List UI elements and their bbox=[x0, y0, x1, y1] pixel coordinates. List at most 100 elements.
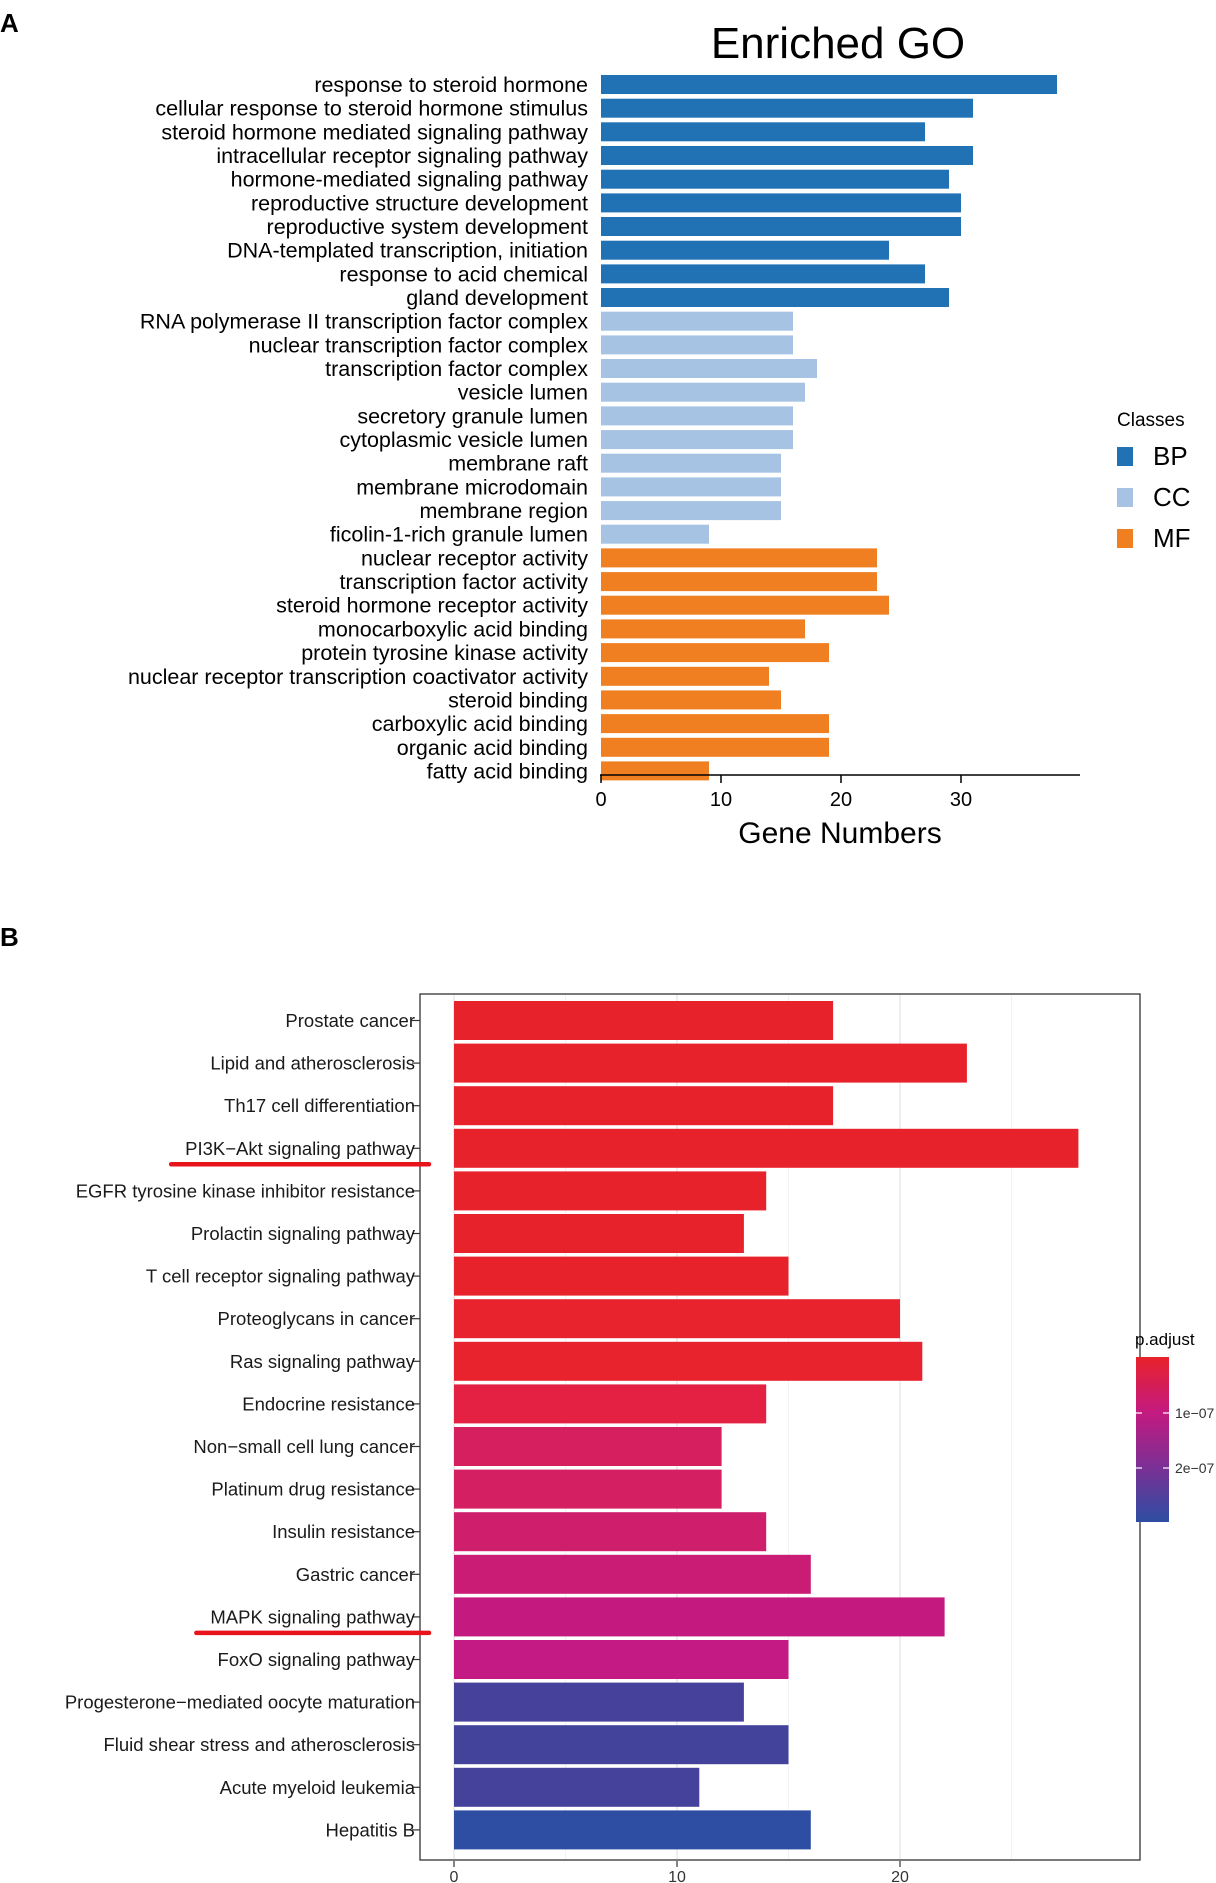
go-label-response-to-acid-chemical: response to acid chemical bbox=[339, 262, 588, 286]
go-label-transcription-factor-activity: transcription factor activity bbox=[339, 570, 588, 594]
kegg-x-tick-label: 20 bbox=[891, 1869, 909, 1883]
go-label-steroid-binding: steroid binding bbox=[448, 688, 588, 712]
go-label-reproductive-structure-development: reproductive structure development bbox=[251, 191, 588, 215]
go-label-response-to-steroid-hormone: response to steroid hormone bbox=[314, 73, 588, 97]
panel-b-label: B bbox=[0, 922, 19, 952]
go-label-nuclear-transcription-factor-complex: nuclear transcription factor complex bbox=[249, 333, 589, 357]
go-bar-nuclear-transcription-factor-complex bbox=[601, 335, 793, 355]
kegg-bar-fluid-shear-stress-and-atherosclerosis bbox=[454, 1725, 789, 1765]
legend-label-mf: MF bbox=[1153, 523, 1191, 553]
kegg-label-th17-cell-differentiation: Th17 cell differentiation bbox=[224, 1095, 415, 1116]
kegg-x-tick-label: 10 bbox=[668, 1869, 686, 1883]
kegg-bar-th17-cell-differentiation bbox=[454, 1086, 834, 1126]
go-label-reproductive-system-development: reproductive system development bbox=[267, 215, 588, 239]
go-bar-organic-acid-binding bbox=[601, 737, 829, 757]
colorbar-title: p.adjust bbox=[1135, 1330, 1195, 1349]
legend-swatch-bp bbox=[1117, 447, 1133, 466]
go-label-steroid-hormone-receptor-activity: steroid hormone receptor activity bbox=[276, 594, 588, 618]
go-label-ficolin-1-rich-granule-lumen: ficolin-1-rich granule lumen bbox=[330, 523, 588, 547]
kegg-colorbar: p.adjust 1e−07 2e−07 bbox=[1135, 1330, 1215, 1522]
go-bar-hormone-mediated-signaling-pathway bbox=[601, 169, 949, 189]
kegg-label-ras-signaling-pathway: Ras signaling pathway bbox=[230, 1351, 416, 1372]
go-label-cellular-response-to-steroid-hormone-stimulus: cellular response to steroid hormone sti… bbox=[155, 97, 588, 121]
go-bar-cellular-response-to-steroid-hormone-stimulus bbox=[601, 98, 973, 118]
kegg-label-prostate-cancer: Prostate cancer bbox=[285, 1010, 415, 1031]
kegg-bar-insulin-resistance bbox=[454, 1512, 767, 1552]
kegg-label-foxo-signaling-pathway: FoxO signaling pathway bbox=[218, 1649, 416, 1670]
kegg-label-egfr-tyrosine-kinase-inhibitor-resistance: EGFR tyrosine kinase inhibitor resistanc… bbox=[76, 1180, 415, 1201]
kegg-bar-mapk-signaling-pathway bbox=[454, 1597, 945, 1637]
go-label-protein-tyrosine-kinase-activity: protein tyrosine kinase activity bbox=[301, 641, 588, 665]
go-bar-gland-development bbox=[601, 288, 949, 307]
kegg-label-gastric-cancer: Gastric cancer bbox=[296, 1564, 415, 1585]
go-bar-response-to-acid-chemical bbox=[601, 264, 925, 284]
go-bar-intracellular-receptor-signaling-pathway bbox=[601, 146, 973, 165]
go-bar-fatty-acid-binding bbox=[601, 761, 709, 781]
go-label-rna-polymerase-ii-transcription-factor-complex: RNA polymerase II transcription factor c… bbox=[140, 310, 588, 334]
go-label-nuclear-receptor-transcription-coactivator-activity: nuclear receptor transcription coactivat… bbox=[128, 665, 588, 689]
kegg-label-insulin-resistance: Insulin resistance bbox=[272, 1521, 415, 1542]
go-label-nuclear-receptor-activity: nuclear receptor activity bbox=[361, 546, 588, 570]
kegg-enrichment-chart: Prostate cancer Lipid and atherosclerosis… bbox=[65, 993, 1215, 1883]
kegg-bar-endocrine-resistance bbox=[454, 1384, 767, 1424]
legend-label-cc: CC bbox=[1153, 482, 1191, 512]
go-label-membrane-raft: membrane raft bbox=[448, 452, 588, 476]
go-bar-membrane-microdomain bbox=[601, 477, 781, 497]
kegg-bar-platinum-drug-resistance bbox=[454, 1469, 722, 1509]
go-legend-items: BP CC MF bbox=[1117, 441, 1191, 553]
go-label-dna-templated-transcription-initiation: DNA-templated transcription, initiation bbox=[227, 239, 588, 263]
go-label-fatty-acid-binding: fatty acid binding bbox=[427, 759, 588, 783]
go-bar-membrane-raft bbox=[601, 453, 781, 473]
go-bar-membrane-region bbox=[601, 501, 781, 521]
kegg-bar-egfr-tyrosine-kinase-inhibitor-resistance bbox=[454, 1171, 767, 1211]
go-bar-nuclear-receptor-transcription-coactivator-activity bbox=[601, 666, 769, 686]
kegg-label-proteoglycans-in-cancer: Proteoglycans in cancer bbox=[218, 1308, 415, 1329]
go-legend-title: Classes bbox=[1117, 410, 1185, 431]
go-x-axis-title: Gene Numbers bbox=[738, 817, 941, 850]
kegg-bar-pi3k-akt-signaling-pathway bbox=[454, 1128, 1079, 1168]
kegg-label-t-cell-receptor-signaling-pathway: T cell receptor signaling pathway bbox=[146, 1266, 416, 1287]
kegg-label-progesterone-mediated-oocyte-maturation: Progesterone−mediated oocyte maturation bbox=[65, 1692, 415, 1713]
go-bar-reproductive-system-development bbox=[601, 217, 961, 236]
kegg-label-lipid-and-atherosclerosis: Lipid and atherosclerosis bbox=[210, 1053, 415, 1074]
colorbar-gradient bbox=[1136, 1357, 1169, 1522]
go-x-tick-label: 20 bbox=[830, 789, 852, 811]
kegg-label-platinum-drug-resistance: Platinum drug resistance bbox=[211, 1479, 415, 1500]
kegg-label-hepatitis-b: Hepatitis B bbox=[326, 1819, 415, 1840]
go-bar-protein-tyrosine-kinase-activity bbox=[601, 643, 829, 663]
go-label-gland-development: gland development bbox=[406, 286, 588, 310]
go-bar-steroid-hormone-receptor-activity bbox=[601, 595, 889, 615]
go-bar-transcription-factor-activity bbox=[601, 572, 877, 592]
colorbar-label: 1e−07 bbox=[1175, 1405, 1215, 1421]
go-bar-transcription-factor-complex bbox=[601, 359, 817, 378]
kegg-bar-lipid-and-atherosclerosis bbox=[454, 1043, 967, 1083]
go-x-tick-label: 0 bbox=[595, 789, 606, 811]
go-bar-monocarboxylic-acid-binding bbox=[601, 619, 805, 639]
go-label-transcription-factor-complex: transcription factor complex bbox=[325, 357, 588, 381]
legend-label-bp: BP bbox=[1153, 441, 1188, 471]
kegg-bar-prolactin-signaling-pathway bbox=[454, 1214, 744, 1253]
kegg-x-ticks: 0 10 20 bbox=[450, 1861, 909, 1883]
go-label-carboxylic-acid-binding: carboxylic acid binding bbox=[372, 712, 588, 736]
kegg-label-pi3k-akt-signaling-pathway: PI3K−Akt signaling pathway bbox=[185, 1138, 416, 1159]
go-bar-nuclear-receptor-activity bbox=[601, 548, 877, 568]
kegg-label-prolactin-signaling-pathway: Prolactin signaling pathway bbox=[191, 1223, 416, 1244]
go-bar-dna-templated-transcription-initiation bbox=[601, 240, 889, 260]
panel-a-label: A bbox=[0, 8, 19, 38]
go-enrichment-chart: Enriched GO response to steroid hormonec… bbox=[128, 19, 1191, 850]
go-x-tick-label: 30 bbox=[950, 789, 972, 811]
go-label-steroid-hormone-mediated-signaling-pathway: steroid hormone mediated signaling pathw… bbox=[161, 120, 588, 144]
go-bar-ficolin-1-rich-granule-lumen bbox=[601, 524, 709, 544]
kegg-bar-proteoglycans-in-cancer bbox=[454, 1299, 900, 1339]
kegg-bar-prostate-cancer bbox=[454, 1001, 834, 1040]
kegg-label-acute-myeloid-leukemia: Acute myeloid leukemia bbox=[220, 1777, 416, 1798]
go-bar-steroid-binding bbox=[601, 690, 781, 710]
legend-swatch-mf bbox=[1117, 529, 1133, 548]
kegg-bar-ras-signaling-pathway bbox=[454, 1341, 923, 1381]
kegg-label-fluid-shear-stress-and-atherosclerosis: Fluid shear stress and atherosclerosis bbox=[103, 1734, 415, 1755]
go-bar-vesicle-lumen bbox=[601, 382, 805, 402]
kegg-x-tick-label: 0 bbox=[450, 1869, 459, 1883]
kegg-bar-non-small-cell-lung-cancer bbox=[454, 1427, 722, 1466]
go-label-secretory-granule-lumen: secretory granule lumen bbox=[357, 404, 588, 428]
